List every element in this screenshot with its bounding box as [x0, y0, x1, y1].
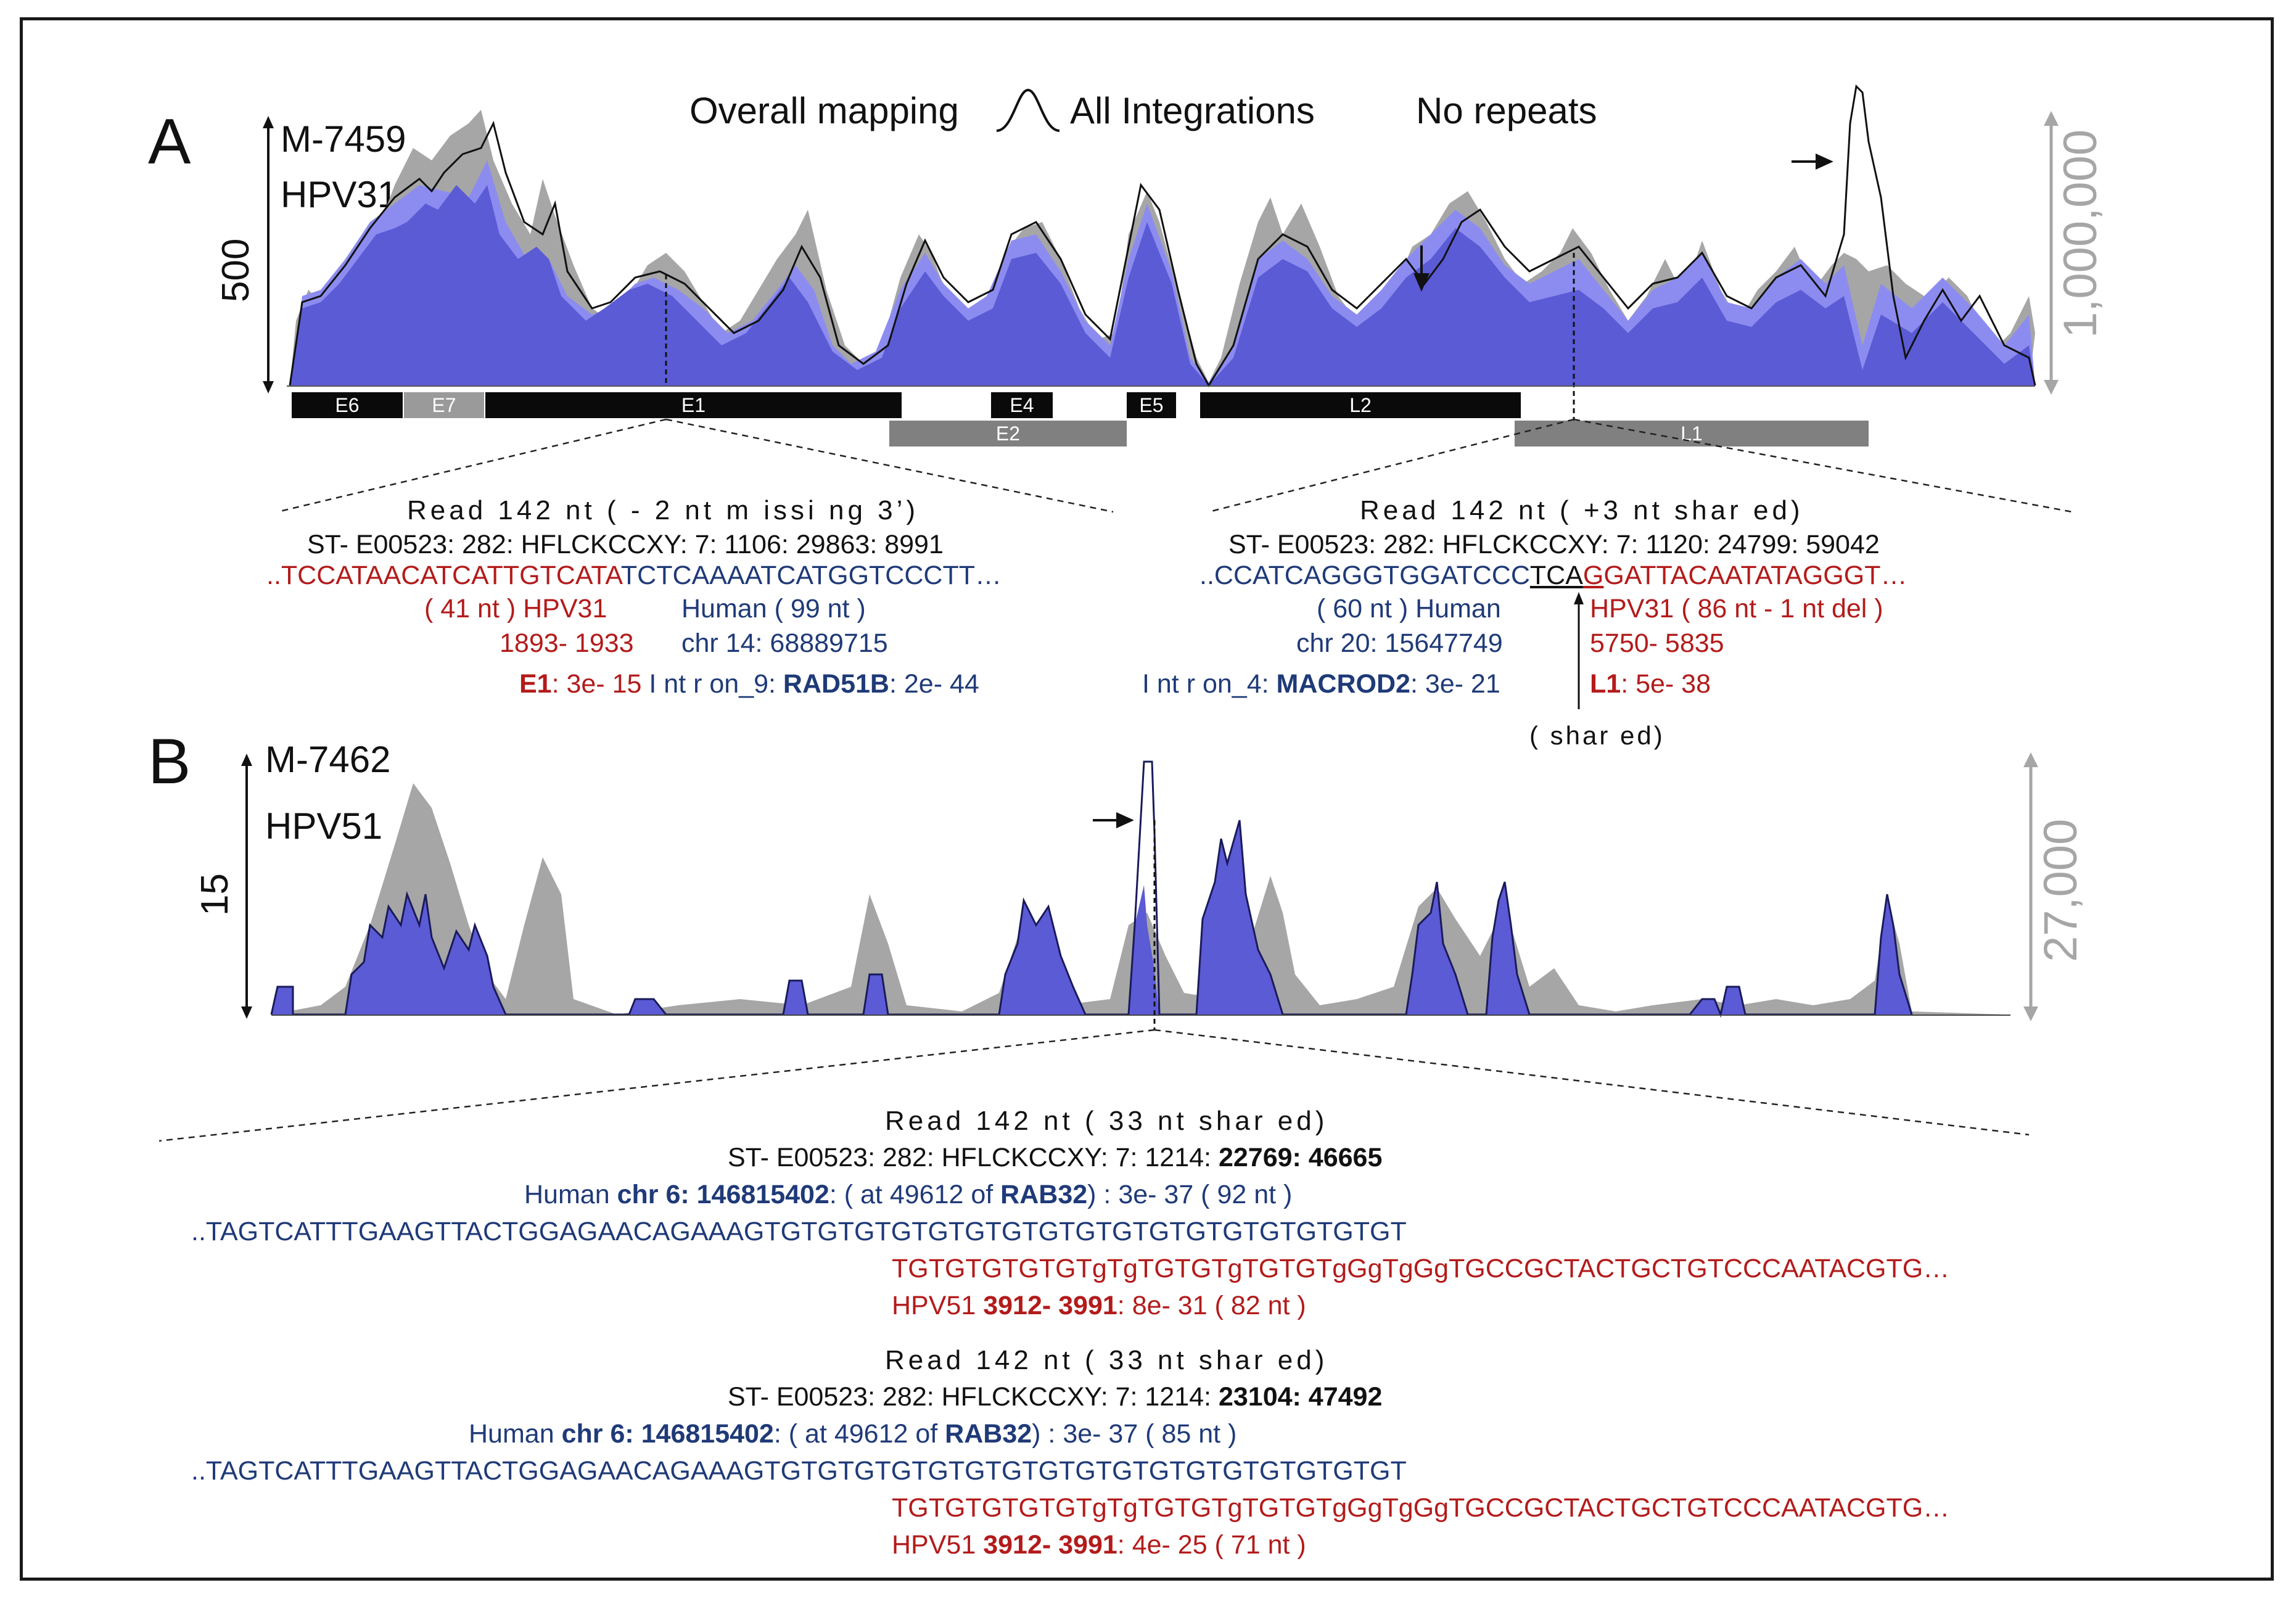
- read-b2-human-label: Human: [469, 1419, 562, 1449]
- gene-e4: E4: [991, 392, 1053, 418]
- panel-a-right-axis: [2044, 111, 2059, 395]
- read-b2-hpv-tail: : 4e- 25 ( 71 nt ): [1117, 1530, 1306, 1560]
- read-a-left-human-length: Human ( 99 nt ): [681, 594, 866, 624]
- panel-a-sample: M-7459: [281, 118, 406, 160]
- read-b1-human-line: Human chr 6: 146815402: ( at 49612 of RA…: [524, 1182, 1292, 1208]
- read-b2-title: Read 142 nt ( 33 nt shar ed): [885, 1345, 1328, 1375]
- panel-a-annotation-arrow-down: [1413, 245, 1430, 292]
- read-b2-human-line: Human chr 6: 146815402: ( at 49612 of RA…: [469, 1421, 1236, 1447]
- read-a-left-sequence: ..TCCATAACATCATTGTCATATCTCAAAATCATGGTCCC…: [266, 562, 1002, 589]
- read-a-right-annotation: I nt r on_4: MACROD2: 3e- 21: [1142, 671, 1500, 698]
- panel-b-right-axis: [2023, 752, 2038, 1021]
- read-a-right-title: Read 142 nt ( +3 nt shar ed): [1360, 495, 1804, 525]
- panel-a-zoom-lines: [277, 418, 2073, 513]
- read-a-left-human-position: chr 14: 68889715: [681, 628, 888, 658]
- read-b2-hpv-position: 3912- 3991: [983, 1530, 1117, 1560]
- panel-b-letter: B: [148, 726, 191, 797]
- panel-a-no-repeats-area: [290, 185, 2035, 385]
- read-a-left-human-evalue: : 2e- 44: [889, 669, 979, 699]
- read-a-right-human-intron: I nt r on_4:: [1142, 669, 1277, 699]
- read-b1-hpv-position: 3912- 3991: [983, 1291, 1117, 1320]
- read-a-left-annotation: E1: 3e- 15 I nt r on_9: RAD51B: 2e- 44: [519, 671, 979, 698]
- legend-peak-icon: [996, 88, 1060, 132]
- read-a-right-seq-hpv-g: G: [1582, 561, 1604, 590]
- read-b1-human-sequence: ..TAGTCATTTGAAGTTACTGGAGAACAGAAAGTGTGTGT…: [191, 1217, 1407, 1246]
- read-a-left-hpv-length: ( 41 nt ) HPV31: [424, 594, 607, 624]
- read-a-right-human-evalue: : 3e- 21: [1410, 669, 1500, 699]
- panel-b-zoom-lines: [158, 1029, 2030, 1142]
- read-b1-hpv-sequence: TGTGTGTGTGTgTgTGTGTgTGTGTgGgTgGgTGCCGCTA…: [892, 1254, 1950, 1283]
- read-a-right-id: ST- E00523: 282: HFLCKCCXY: 7: 1120: 247…: [1228, 530, 1880, 559]
- read-b1-human-label: Human: [524, 1180, 617, 1209]
- gene-l2: L2: [1200, 392, 1521, 418]
- read-a-right-human-length: ( 60 nt ) Human: [1317, 594, 1501, 624]
- read-b1-hpv-line: HPV51 3912- 3991: 8e- 31 ( 82 nt ): [892, 1293, 1306, 1319]
- read-b1-human-tail: ) : 3e- 37 ( 92 nt ): [1087, 1180, 1293, 1209]
- read-a-right-hpv-length: HPV31 ( 86 nt - 1 nt del ): [1590, 594, 1883, 624]
- panel-a-left-axis: [263, 116, 274, 393]
- read-a-left-hpv-evalue: : 3e- 15: [551, 669, 642, 699]
- read-b1-hpv-label: HPV51: [892, 1291, 984, 1320]
- read-b1-human-gene: RAB32: [1000, 1180, 1088, 1209]
- read-a-right-seq-human: ..CCATCAGGGTGGATCCC: [1199, 561, 1530, 590]
- read-b1-human-chr: chr 6: 146815402: [617, 1180, 829, 1209]
- read-a-left-human-gene: RAD51B: [783, 669, 889, 699]
- legend-no-repeats-label: No repeats: [1416, 90, 1597, 131]
- panel-b-no-repeats-area: [271, 820, 2004, 1015]
- panel-a-letter: A: [148, 106, 191, 178]
- figure-frame: [20, 17, 2274, 1581]
- read-a-right-seq-hpv: GATTACAATATAGGGT…: [1603, 561, 1907, 590]
- read-a-right-hpv-position: 5750- 5835: [1590, 628, 1724, 658]
- shared-pointer-arrow: [1574, 592, 1584, 709]
- panel-b-coverage-plot: [270, 760, 2010, 1030]
- read-b2-id-prefix: ST- E00523: 282: HFLCKCCXY: 7: 1214:: [728, 1382, 1219, 1412]
- read-a-left-seq-hpv: ..TCCATAACATCATTGTCATA: [266, 561, 621, 590]
- read-b1-id-prefix: ST- E00523: 282: HFLCKCCXY: 7: 1214:: [728, 1143, 1219, 1172]
- read-b2-hpv-label: HPV51: [892, 1530, 984, 1560]
- legend-overall-label: Overall mapping: [689, 90, 959, 131]
- read-a-left-hpv-position: 1893- 1933: [500, 628, 634, 658]
- panel-b-annotation-arrow-right: [1093, 812, 1134, 829]
- panel-b-sample: M-7462: [265, 739, 391, 780]
- read-b2-human-sequence: ..TAGTCATTTGAAGTTACTGGAGAACAGAAAGTGTGTGT…: [191, 1456, 1407, 1486]
- read-a-right-hpv-evalue: : 5e- 38: [1621, 669, 1711, 699]
- panel-a-coverage-plot: [287, 84, 2036, 426]
- gene-e7: E7: [404, 392, 484, 418]
- read-b2-human-mid: : ( at 49612 of: [773, 1419, 945, 1449]
- panel-b-virus: HPV51: [265, 805, 383, 847]
- read-b2-hpv-sequence: TGTGTGTGTGTgTgTGTGTgTGTGTgGgTgGgTGCCGCTA…: [892, 1493, 1950, 1523]
- read-b1-id-bold: 22769: 46665: [1218, 1143, 1383, 1172]
- read-a-right-hpv-gene: L1: [1590, 669, 1621, 699]
- read-b1-hpv-tail: : 8e- 31 ( 82 nt ): [1117, 1291, 1306, 1320]
- read-a-left-id: ST- E00523: 282: HFLCKCCXY: 7: 1106: 298…: [307, 530, 944, 559]
- read-b2-hpv-line: HPV51 3912- 3991: 4e- 25 ( 71 nt ): [892, 1532, 1306, 1558]
- read-b1-title: Read 142 nt ( 33 nt shar ed): [885, 1106, 1328, 1136]
- shared-note: ( shar ed): [1529, 721, 1665, 750]
- panel-a-virus: HPV31: [281, 174, 398, 215]
- gene-e6: E6: [292, 392, 403, 418]
- read-a-right-human-position: chr 20: 15647749: [1296, 628, 1503, 658]
- read-a-left-title: Read 142 nt ( - 2 nt m issi ng 3’): [407, 495, 920, 525]
- read-b2-human-gene: RAB32: [945, 1419, 1032, 1449]
- read-b2-human-chr: chr 6: 146815402: [561, 1419, 774, 1449]
- gene-e1: E1: [485, 392, 902, 418]
- panel-a-annotation-arrow-right: [1792, 153, 1833, 170]
- panel-a-all-integrations-line: [289, 84, 2036, 387]
- gene-e5: E5: [1127, 392, 1176, 418]
- read-b2-human-tail: ) : 3e- 37 ( 85 nt ): [1032, 1419, 1237, 1449]
- read-b2-id-bold: 23104: 47492: [1218, 1382, 1383, 1412]
- read-b1-human-mid: : ( at 49612 of: [829, 1180, 1001, 1209]
- read-a-left-seq-human: TCTCAAAATCATGGTCCCTT…: [620, 561, 1002, 590]
- read-b2-id: ST- E00523: 282: HFLCKCCXY: 7: 1214: 231…: [728, 1384, 1382, 1410]
- read-a-right-human-gene: MACROD2: [1276, 669, 1410, 699]
- read-a-right-sequence: ..CCATCAGGGTGGATCCCTCAGGATTACAATATAGGGT…: [1199, 562, 1907, 589]
- read-b1-id: ST- E00523: 282: HFLCKCCXY: 7: 1214: 227…: [728, 1145, 1382, 1171]
- panel-b-left-axis: [241, 754, 252, 1019]
- read-a-right-hpv-annotation: L1: 5e- 38: [1590, 671, 1711, 698]
- read-a-right-seq-shared: TCA: [1529, 561, 1583, 590]
- read-a-left-hpv-gene: E1: [519, 669, 552, 699]
- legend-all-integrations-label: All Integrations: [1070, 90, 1315, 131]
- read-a-left-human-intron: I nt r on_9:: [649, 669, 783, 699]
- gene-e2: E2: [889, 421, 1127, 447]
